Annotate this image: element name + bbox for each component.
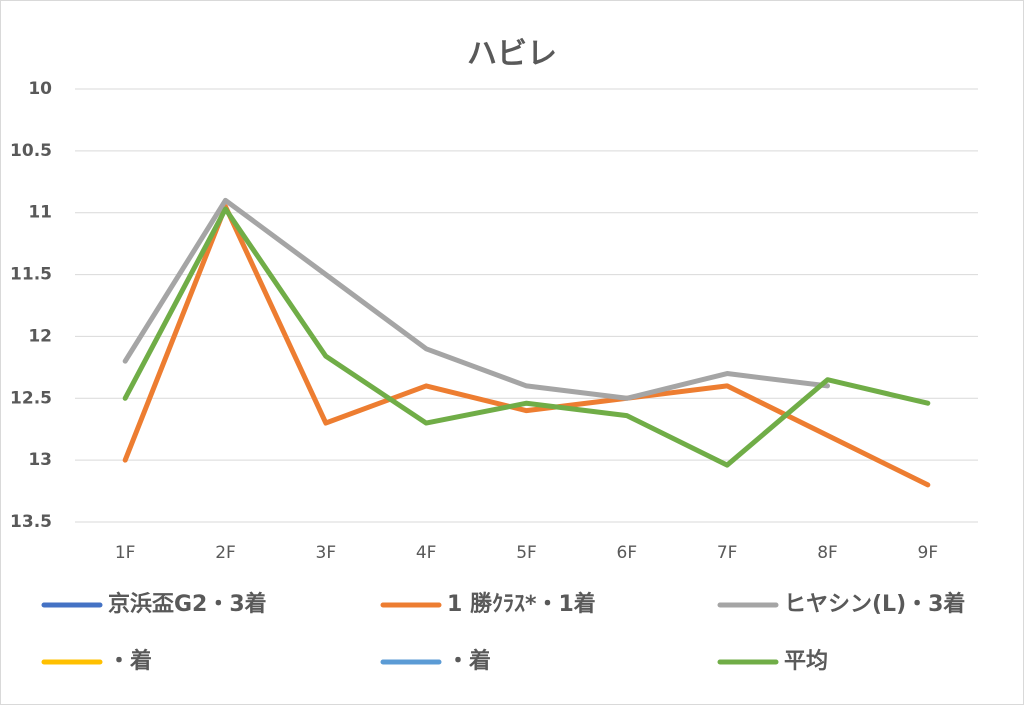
x-tick-label: 3F: [316, 543, 337, 563]
chart-title: ハビレ: [467, 37, 557, 72]
x-tick-label: 2F: [215, 543, 236, 563]
legend-label: ヒヤシン(L)・3着: [784, 591, 965, 617]
y-tick-label: 13: [28, 450, 52, 470]
legend-label: 京浜盃G2・3着: [108, 591, 267, 617]
x-tick-label: 1F: [115, 543, 136, 563]
y-tick-label: 13.5: [10, 512, 52, 532]
y-tick-label: 10.5: [10, 141, 52, 161]
legend-label: ・着: [447, 648, 491, 674]
x-tick-label: 4F: [416, 543, 437, 563]
y-tick-label: 11: [28, 203, 52, 223]
series-line: [122, 204, 931, 488]
legend-label: ・着: [108, 648, 152, 674]
legend-label: 1 勝ｸﾗｽ*・1着: [447, 591, 596, 617]
y-tick-label: 12: [28, 326, 52, 346]
series-line: [122, 197, 830, 401]
x-tick-label: 7F: [717, 543, 738, 563]
legend-label: 平均: [784, 648, 828, 674]
y-tick-label: 12.5: [10, 388, 52, 408]
x-tick-label: 6F: [617, 543, 638, 563]
x-tick-label: 9F: [918, 543, 939, 563]
y-tick-label: 10: [28, 79, 52, 99]
x-tick-label: 5F: [516, 543, 537, 563]
series-line: [122, 206, 931, 468]
y-tick-label: 11.5: [10, 265, 52, 285]
x-tick-label: 8F: [817, 543, 838, 563]
